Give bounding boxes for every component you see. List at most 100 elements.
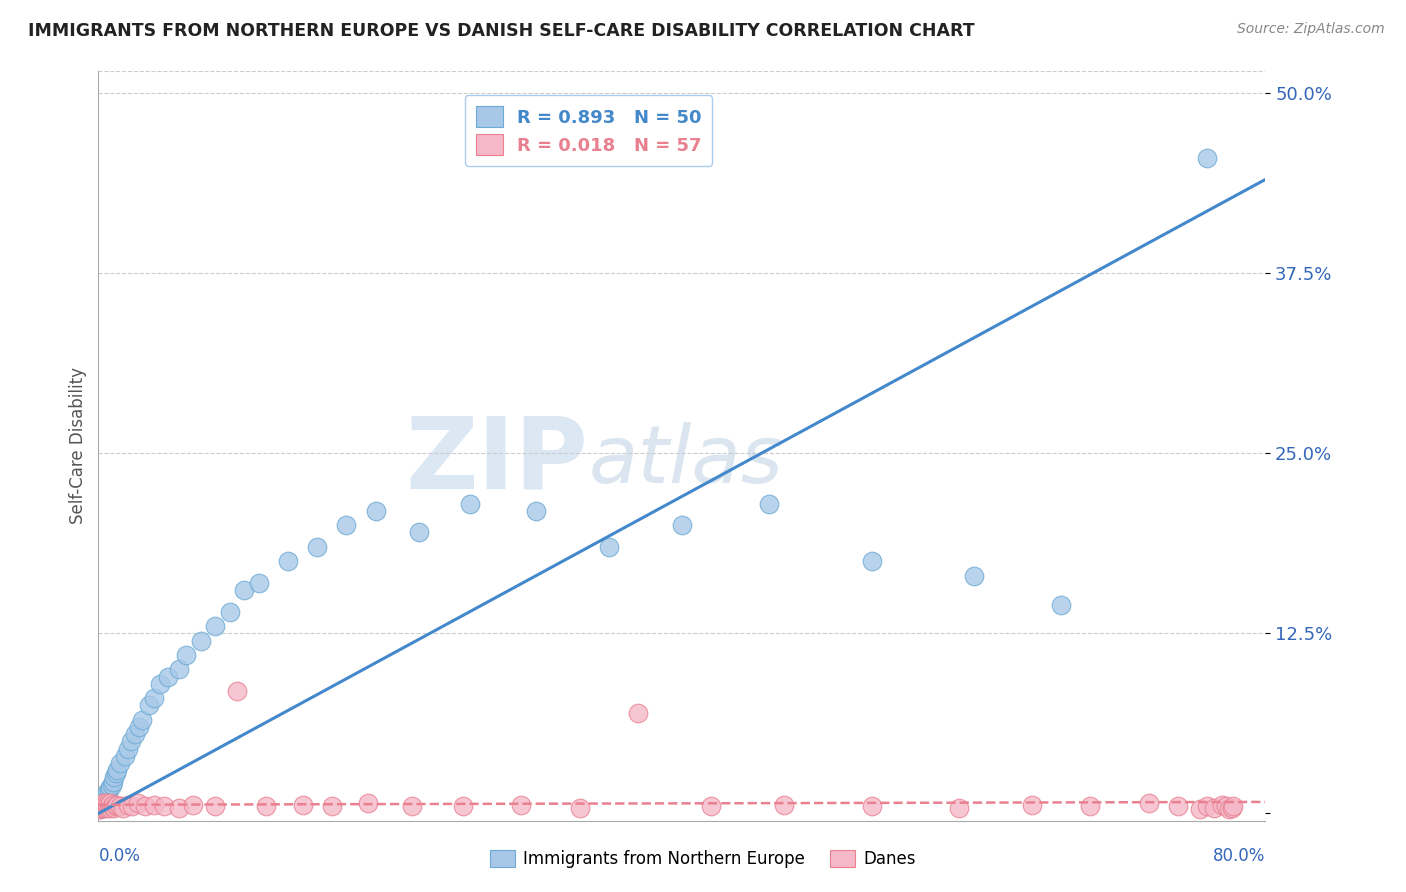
Point: [627, 706, 650, 720]
Point: [138, 698, 160, 713]
Point: [167, 800, 190, 814]
Point: [96, 785, 118, 799]
Point: [1137, 797, 1160, 811]
Point: [103, 771, 125, 785]
Point: [357, 797, 380, 811]
Point: [100, 799, 122, 814]
Point: [568, 800, 591, 814]
Point: [105, 797, 128, 812]
Point: [101, 774, 124, 789]
Point: [247, 575, 270, 590]
Point: [98, 780, 121, 795]
Point: [117, 741, 139, 756]
Point: [91, 795, 114, 809]
Point: [167, 662, 190, 676]
Point: [671, 518, 693, 533]
Point: [149, 677, 172, 691]
Point: [98, 800, 121, 814]
Point: [96, 800, 118, 814]
Point: [121, 799, 143, 814]
Point: [128, 720, 150, 734]
Legend: Immigrants from Northern Europe, Danes: Immigrants from Northern Europe, Danes: [484, 843, 922, 875]
Point: [598, 540, 620, 554]
Point: [1080, 799, 1102, 814]
Point: [510, 797, 533, 812]
Point: [364, 504, 387, 518]
Point: [460, 497, 482, 511]
Point: [91, 797, 114, 811]
Legend: R = 0.893   N = 50, R = 0.018   N = 57: R = 0.893 N = 50, R = 0.018 N = 57: [465, 95, 713, 166]
Point: [96, 788, 118, 802]
Point: [1167, 799, 1189, 814]
Point: [142, 797, 165, 812]
Point: [962, 568, 984, 582]
Point: [204, 619, 226, 633]
Point: [94, 799, 117, 814]
Point: [758, 497, 780, 511]
Point: [321, 799, 343, 814]
Point: [277, 554, 299, 568]
Point: [90, 799, 112, 814]
Point: [104, 799, 127, 814]
Point: [1195, 799, 1218, 814]
Point: [204, 799, 226, 814]
Point: [1050, 598, 1073, 612]
Point: [1195, 151, 1218, 165]
Point: [100, 778, 122, 792]
Point: [408, 525, 430, 540]
Point: [1021, 797, 1043, 812]
Point: [93, 797, 115, 812]
Point: [1222, 799, 1244, 814]
Point: [89, 802, 111, 816]
Point: [94, 797, 117, 811]
Point: [114, 748, 136, 763]
Point: [89, 799, 111, 814]
Point: [90, 797, 112, 812]
Point: [860, 799, 883, 814]
Point: [101, 797, 124, 812]
Point: [254, 799, 277, 814]
Point: [233, 583, 256, 598]
Point: [91, 797, 114, 811]
Point: [524, 504, 547, 518]
Point: [226, 684, 249, 698]
Point: [97, 783, 120, 797]
Point: [90, 800, 112, 814]
Point: [103, 800, 125, 814]
Point: [94, 789, 117, 804]
Text: 0.0%: 0.0%: [98, 847, 141, 864]
Point: [1204, 800, 1226, 814]
Point: [124, 727, 146, 741]
Point: [112, 800, 135, 814]
Point: [1188, 802, 1211, 816]
Point: [94, 792, 117, 806]
Point: [153, 799, 176, 814]
Point: [401, 799, 423, 814]
Point: [291, 797, 314, 812]
Point: [773, 797, 796, 812]
Point: [91, 799, 114, 814]
Point: [93, 800, 115, 814]
Point: [134, 799, 156, 814]
Point: [127, 797, 149, 811]
Text: Source: ZipAtlas.com: Source: ZipAtlas.com: [1237, 22, 1385, 37]
Point: [181, 797, 204, 812]
Point: [1220, 800, 1243, 814]
Point: [93, 793, 115, 807]
Point: [110, 756, 132, 770]
Point: [157, 669, 180, 683]
Point: [96, 797, 118, 812]
Point: [218, 605, 240, 619]
Y-axis label: Self-Care Disability: Self-Care Disability: [69, 368, 87, 524]
Point: [335, 518, 357, 533]
Point: [97, 799, 120, 814]
Point: [1211, 797, 1233, 812]
Point: [105, 763, 128, 777]
Text: atlas: atlas: [589, 422, 783, 500]
Point: [120, 734, 142, 748]
Point: [142, 691, 165, 706]
Text: IMMIGRANTS FROM NORTHERN EUROPE VS DANISH SELF-CARE DISABILITY CORRELATION CHART: IMMIGRANTS FROM NORTHERN EUROPE VS DANIS…: [28, 22, 974, 40]
Point: [1218, 802, 1240, 816]
Text: 80.0%: 80.0%: [1213, 847, 1265, 864]
Point: [131, 713, 153, 727]
